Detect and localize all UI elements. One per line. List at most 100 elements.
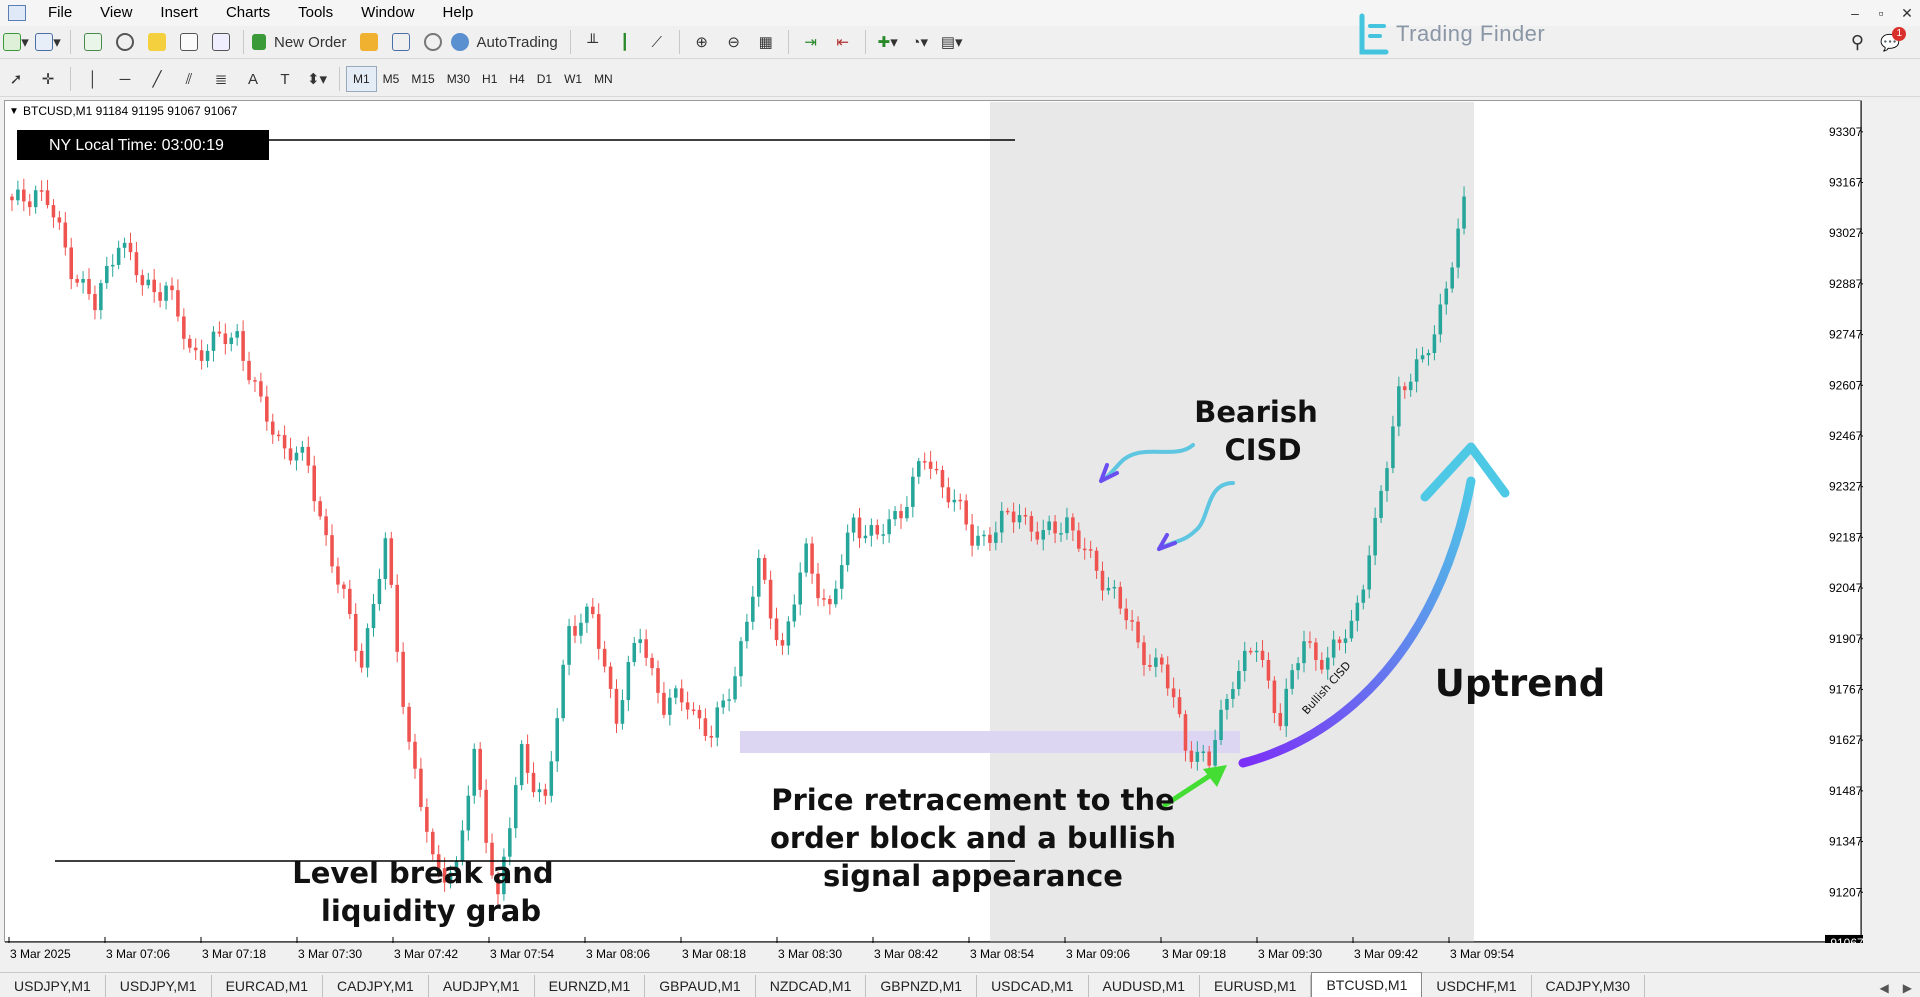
profiles-button[interactable]: ▾: [34, 29, 62, 55]
timeframe-m15[interactable]: M15: [411, 72, 435, 86]
menu-bar: File View Insert Charts Tools Window Hel…: [0, 0, 1920, 26]
strategy-tester-button[interactable]: [207, 29, 235, 55]
menu-window[interactable]: Window: [361, 4, 415, 21]
timeframe-m30[interactable]: M30: [446, 72, 471, 86]
candle-body: [573, 626, 577, 636]
crosshair-button[interactable]: ✛: [34, 66, 62, 92]
chart-tab[interactable]: USDCAD,M1: [977, 975, 1089, 997]
menu-view[interactable]: View: [100, 4, 133, 21]
candle-body: [223, 333, 228, 345]
timeframe-h1[interactable]: H1: [482, 72, 498, 86]
navigator-button[interactable]: [143, 29, 171, 55]
timeframe-h4[interactable]: H4: [509, 72, 525, 86]
candle-body: [484, 789, 488, 843]
candle-body: [10, 196, 14, 201]
chart-tab[interactable]: AUDUSD,M1: [1089, 975, 1200, 997]
bullish-signal-arrow: [1162, 768, 1220, 808]
candle-body: [235, 331, 239, 338]
vertical-line-button[interactable]: │: [79, 66, 107, 92]
menu-tools[interactable]: Tools: [298, 4, 334, 21]
close-icon[interactable]: ✕: [1901, 5, 1913, 21]
chart-tab[interactable]: NZDCAD,M1: [756, 975, 867, 997]
chart-shift-button[interactable]: ⇤: [829, 29, 857, 55]
timeframe-w1[interactable]: W1: [564, 72, 583, 86]
market-button[interactable]: [419, 29, 447, 55]
menu-help[interactable]: Help: [442, 4, 474, 21]
signals-button[interactable]: [387, 29, 415, 55]
autotrading-icon: [450, 33, 469, 51]
chart-tab[interactable]: EURCAD,M1: [212, 975, 324, 997]
text-button[interactable]: A: [239, 66, 267, 92]
menu-file[interactable]: File: [48, 4, 73, 21]
candle-body: [602, 648, 607, 667]
chart-tab[interactable]: USDCHF,M1: [1422, 975, 1532, 997]
line-chart-button[interactable]: ⟋: [643, 29, 671, 55]
chart-tab[interactable]: GBPAUD,M1: [645, 975, 756, 997]
standard-toolbar: ▾ ▾ New Order AutoTrading ╨ ┃ ⟋ ⊕ ⊖ ▦ ⇥ …: [0, 26, 1920, 59]
restore-icon[interactable]: ▫: [1878, 5, 1884, 21]
indicators-button[interactable]: ✚ ▾: [877, 34, 898, 51]
candle-body: [946, 487, 951, 503]
menu-insert[interactable]: Insert: [160, 4, 198, 21]
candle-body: [1148, 664, 1152, 667]
candlestick-button[interactable]: ┃: [611, 29, 639, 55]
arrows-button[interactable]: ⬍ ▾: [306, 71, 328, 88]
chart-tab[interactable]: GBPNZD,M1: [866, 975, 978, 997]
chart-tab[interactable]: CADJPY,M30: [1532, 975, 1646, 997]
candle-body: [916, 461, 921, 477]
candle-body: [16, 189, 20, 201]
channel-button[interactable]: ⫽: [175, 66, 203, 92]
autoscroll-icon: ⇥: [804, 34, 817, 51]
chart-tab[interactable]: BTCUSD,M1: [1311, 972, 1423, 997]
cursor-button[interactable]: ➚: [2, 66, 30, 92]
x-tick-label: 3 Mar 09:06: [1066, 947, 1131, 961]
zoom-out-icon: ⊖: [727, 34, 740, 51]
chart-tab[interactable]: EURUSD,M1: [1200, 975, 1312, 997]
timeframe-m5[interactable]: M5: [382, 72, 400, 86]
candle-body: [668, 697, 672, 715]
data-window-button[interactable]: [111, 29, 139, 55]
periods-button[interactable]: ◔ ▾: [911, 33, 928, 52]
bar-chart-button[interactable]: ╨: [579, 29, 607, 55]
tile-windows-button[interactable]: ▦: [752, 29, 780, 55]
fibonacci-button[interactable]: ≣: [207, 66, 235, 92]
chevron-right-icon[interactable]: ▶: [1902, 981, 1912, 995]
candle-body: [1296, 663, 1300, 671]
candle-body: [673, 688, 678, 698]
candle-body: [1159, 657, 1164, 665]
text-label-button[interactable]: T: [271, 66, 299, 92]
minimize-icon[interactable]: –: [1851, 5, 1859, 21]
candle-body: [1136, 621, 1140, 643]
new-order-button[interactable]: New Order: [252, 29, 351, 55]
new-chart-button[interactable]: ▾: [2, 29, 30, 55]
candlestick-chart[interactable]: 93307 93167 93027 92887 92747 92607 92467 92327…: [5, 101, 1863, 943]
chart-tab[interactable]: USDJPY,M1: [106, 975, 212, 997]
notification-icon[interactable]: 💬 1: [1880, 26, 1906, 53]
y-tick-label: 91207: [1829, 885, 1863, 899]
timeframe-d1[interactable]: D1: [536, 72, 553, 86]
terminal-button[interactable]: [175, 29, 203, 55]
zoom-out-button[interactable]: ⊖: [720, 29, 748, 55]
templates-button[interactable]: ▤ ▾: [940, 34, 963, 51]
autoscroll-button[interactable]: ⇥: [797, 29, 825, 55]
chart-tab[interactable]: EURNZD,M1: [535, 975, 646, 997]
candle-body: [786, 621, 791, 646]
timeframe-mn[interactable]: MN: [594, 72, 613, 86]
horizontal-line-button[interactable]: ─: [111, 66, 139, 92]
zoom-in-button[interactable]: ⊕: [688, 29, 716, 55]
y-tick-label: 92187: [1829, 530, 1863, 544]
autotrading-button[interactable]: AutoTrading: [450, 29, 562, 55]
chart-tab[interactable]: USDJPY,M1: [0, 975, 106, 997]
timeframe-m1[interactable]: M1: [346, 66, 377, 92]
candle-body: [1154, 657, 1158, 667]
chart-tab[interactable]: CADJPY,M1: [323, 975, 429, 997]
metaeditor-button[interactable]: [355, 29, 383, 55]
menu-charts[interactable]: Charts: [225, 4, 271, 21]
chart-tab[interactable]: AUDJPY,M1: [429, 975, 535, 997]
chevron-left-icon[interactable]: ◀: [1879, 981, 1889, 995]
candle-body: [1207, 751, 1211, 766]
search-icon[interactable]: ⚲: [1850, 32, 1865, 52]
chart-window[interactable]: 93307 93167 93027 92887 92747 92607 92467 92327…: [4, 100, 1863, 961]
trendline-button[interactable]: ╱: [143, 66, 171, 92]
market-watch-button[interactable]: [79, 29, 107, 55]
